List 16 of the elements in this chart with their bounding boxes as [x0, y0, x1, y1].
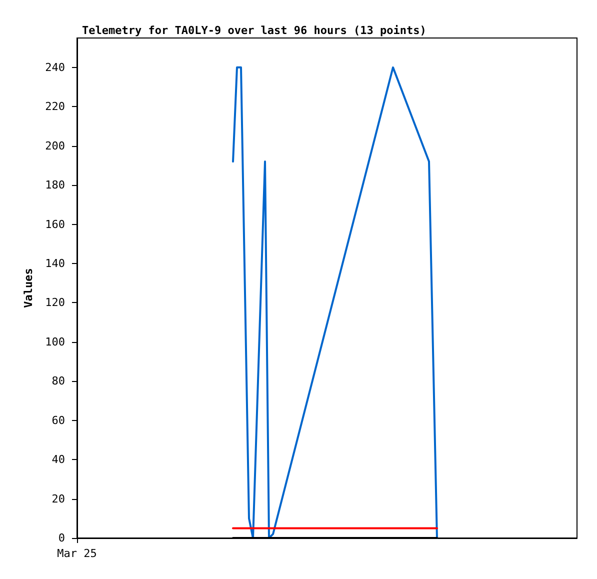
y-tick-label: 80: [52, 374, 65, 388]
x-tick-label: Mar 25: [57, 547, 97, 560]
y-tick-label: 100: [45, 335, 65, 348]
y-tick-label: 220: [45, 100, 65, 114]
y-tick-label: 20: [52, 492, 65, 506]
y-tick-label: 40: [52, 453, 65, 466]
y-tick-label: 240: [45, 60, 65, 74]
y-tick-label: 0: [58, 532, 65, 544]
y-tick-label: 200: [45, 139, 65, 152]
y-axis-title: Values: [22, 268, 36, 308]
y-tick-label: 140: [45, 256, 65, 270]
y-tick-label: 60: [52, 414, 65, 427]
chart-title: Telemetry for TA0LY-9 over last 96 hours (13 points): [82, 24, 426, 37]
y-tick-label: 120: [45, 296, 65, 310]
y-tick-label: 180: [45, 178, 65, 192]
y-tick-label: 160: [45, 218, 65, 231]
